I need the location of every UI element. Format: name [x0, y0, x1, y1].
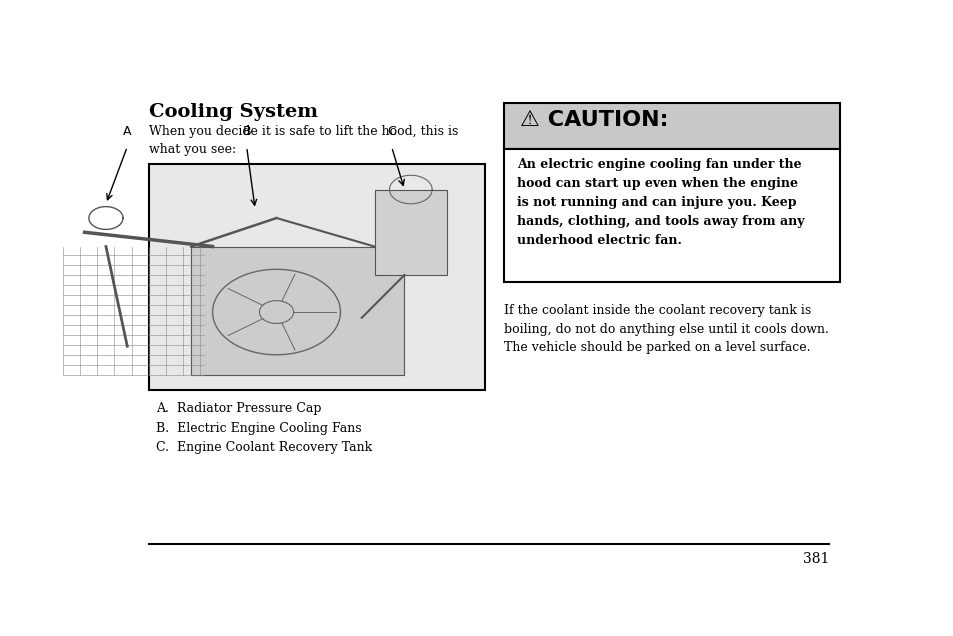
Text: B: B [242, 125, 251, 138]
FancyBboxPatch shape [149, 165, 485, 390]
Polygon shape [375, 190, 447, 275]
Text: C.  Engine Coolant Recovery Tank: C. Engine Coolant Recovery Tank [156, 441, 372, 454]
Text: 381: 381 [801, 552, 828, 566]
Text: A.  Radiator Pressure Cap: A. Radiator Pressure Cap [156, 402, 321, 415]
Text: C: C [387, 125, 395, 138]
Polygon shape [191, 247, 404, 375]
Text: When you decide it is safe to lift the hood, this is
what you see:: When you decide it is safe to lift the h… [149, 125, 457, 156]
FancyBboxPatch shape [503, 149, 840, 282]
Text: An electric engine cooling fan under the
hood can start up even when the engine
: An electric engine cooling fan under the… [517, 158, 803, 247]
Text: ⚠ CAUTION:: ⚠ CAUTION: [519, 109, 668, 130]
Text: If the coolant inside the coolant recovery tank is
boiling, do not do anything e: If the coolant inside the coolant recove… [503, 304, 828, 354]
Text: B.  Electric Engine Cooling Fans: B. Electric Engine Cooling Fans [156, 422, 361, 434]
Text: A: A [123, 125, 132, 138]
Text: Cooling System: Cooling System [149, 103, 317, 121]
FancyBboxPatch shape [503, 103, 840, 149]
